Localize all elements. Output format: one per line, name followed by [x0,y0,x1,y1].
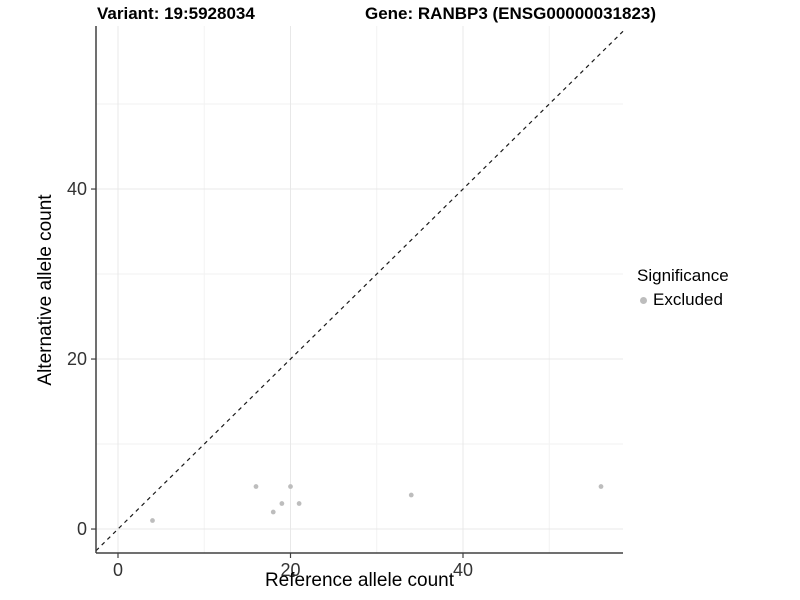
y-tick-label: 0 [77,519,87,539]
data-point [270,509,276,515]
legend-point-icon [640,296,647,304]
legend: Significance Excluded [637,266,729,310]
x-axis-label: Reference allele count [264,570,455,591]
x-tick-label: 20 [280,560,300,580]
data-point [408,492,414,498]
data-point [288,484,293,489]
legend-title: Significance [637,266,729,285]
x-tick-label: 40 [453,560,473,580]
x-tick-label: 0 [113,560,123,580]
legend-item-excluded: Excluded [637,290,729,310]
y-axis-label: Alternative allele count [35,194,56,386]
data-point [296,501,302,506]
panel-background [96,26,623,553]
data-point [598,484,604,489]
data-point [253,484,259,489]
y-tick-label: 20 [67,349,87,369]
data-point [279,501,285,506]
legend-item-label: Excluded [653,290,723,309]
gene-title: Gene: RANBP3 (ENSG00000031823) [365,4,657,23]
data-point [150,518,155,523]
y-tick-label: 40 [67,179,87,199]
variant-title: Variant: 19:5928034 [97,4,255,23]
identity-dashed-line [95,30,624,552]
